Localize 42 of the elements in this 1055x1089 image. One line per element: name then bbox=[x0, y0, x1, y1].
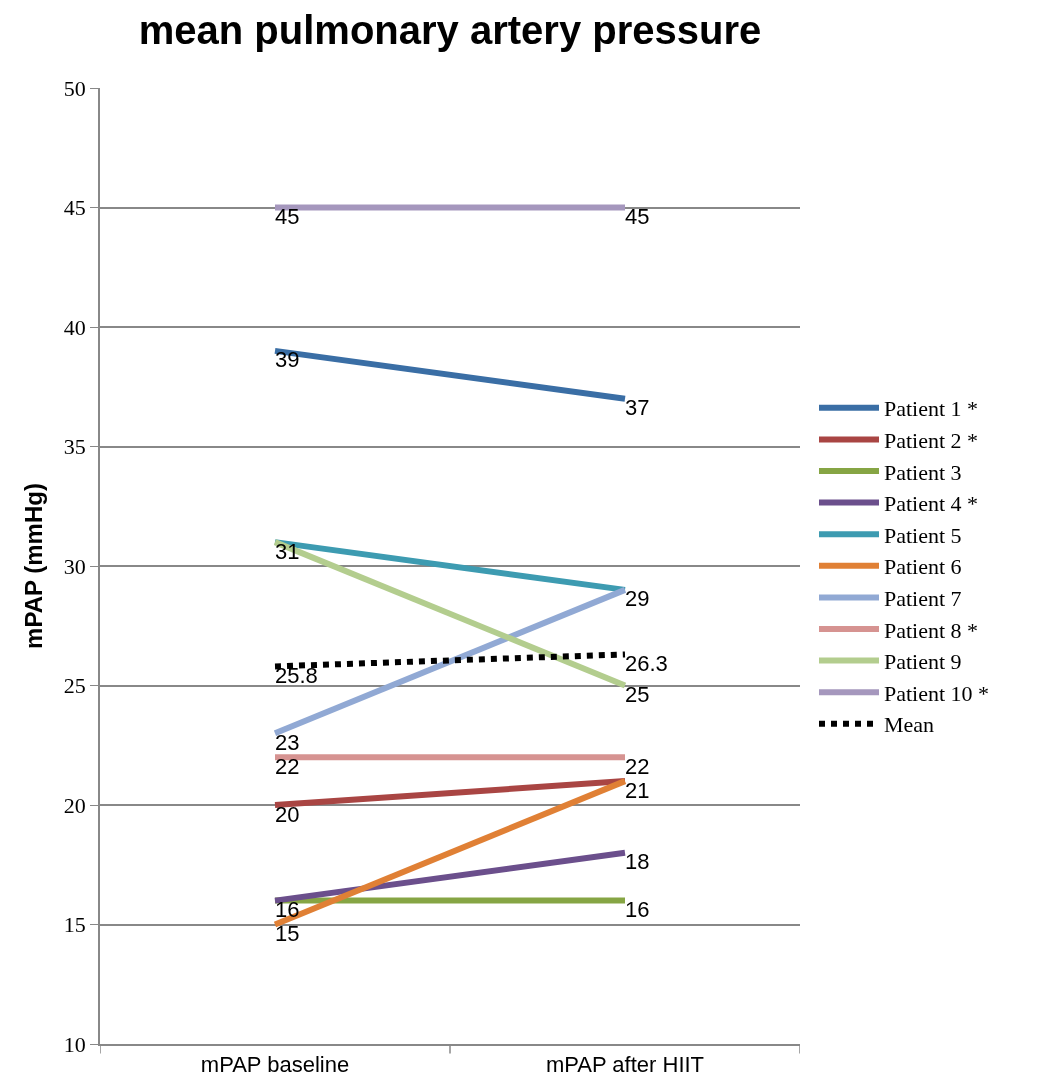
data-label: 23 bbox=[275, 729, 300, 755]
legend-label: Patient 8 * bbox=[884, 617, 979, 643]
x-tick-label: mPAP baseline bbox=[200, 1052, 350, 1078]
data-label: 22 bbox=[625, 753, 650, 779]
y-tick-label: 15 bbox=[63, 912, 86, 938]
legend-label: Patient 9 bbox=[884, 649, 962, 675]
y-tick-label: 30 bbox=[63, 553, 86, 579]
data-label: 15 bbox=[275, 921, 300, 946]
data-label: 25 bbox=[625, 682, 650, 707]
data-label: 16 bbox=[275, 897, 300, 923]
legend-label: Patient 6 bbox=[884, 554, 962, 580]
legend-label: Patient 1 * bbox=[884, 396, 979, 422]
y-tick-label: 10 bbox=[63, 1031, 86, 1057]
legend-label: Patient 3 bbox=[884, 459, 962, 485]
y-tick-label: 20 bbox=[63, 792, 86, 818]
legend-label: Patient 5 bbox=[884, 522, 962, 548]
y-axis-title: mPAP (mmHg) bbox=[19, 483, 47, 649]
legend-label: Patient 2 * bbox=[884, 427, 979, 453]
data-label: 39 bbox=[275, 347, 300, 373]
y-tick-label: 40 bbox=[63, 314, 86, 340]
data-label: 26.3 bbox=[625, 650, 668, 676]
y-tick-label: 45 bbox=[63, 195, 86, 221]
x-tick-label: mPAP after HIIT bbox=[545, 1052, 705, 1078]
chart-title: mean pulmonary artery pressure bbox=[138, 8, 762, 53]
y-tick-label: 50 bbox=[63, 75, 86, 101]
legend-label: Mean bbox=[884, 712, 935, 738]
legend-label: Patient 7 bbox=[884, 585, 962, 611]
legend-label: Patient 10 * bbox=[884, 680, 990, 706]
y-tick-label: 35 bbox=[63, 434, 86, 460]
data-label: 45 bbox=[275, 204, 300, 229]
data-label: 29 bbox=[625, 586, 650, 612]
y-tick-label: 25 bbox=[63, 673, 86, 699]
data-label: 22 bbox=[275, 753, 300, 779]
data-label: 25.8 bbox=[275, 662, 318, 688]
data-label: 20 bbox=[275, 801, 300, 827]
legend-label: Patient 4 * bbox=[884, 491, 979, 517]
data-label: 21 bbox=[625, 777, 650, 803]
data-label: 31 bbox=[275, 538, 300, 564]
data-label: 18 bbox=[625, 849, 650, 875]
data-label: 45 bbox=[625, 204, 650, 229]
data-label: 16 bbox=[625, 897, 650, 923]
data-label: 37 bbox=[625, 395, 650, 421]
